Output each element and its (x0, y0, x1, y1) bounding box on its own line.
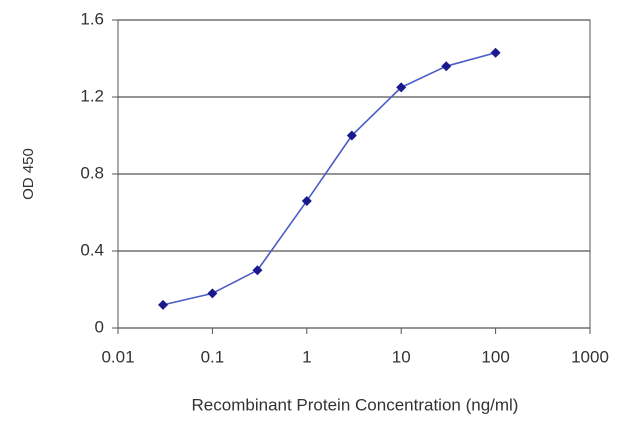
y-tick-label: 1.6 (80, 9, 104, 28)
data-point (158, 299, 169, 310)
x-tick-label: 0.1 (201, 347, 225, 366)
x-tick-label: 100 (481, 347, 509, 366)
x-tick-label: 10 (392, 347, 411, 366)
data-point (301, 195, 312, 206)
x-tick-label: 1000 (571, 347, 609, 366)
data-point (441, 61, 452, 72)
y-tick-label: 0.4 (80, 240, 104, 259)
y-tick-label: 0.8 (80, 163, 104, 182)
x-axis-label: Recombinant Protein Concentration (ng/ml… (192, 395, 519, 414)
data-point (490, 47, 501, 58)
x-tick-label: 1 (302, 347, 311, 366)
y-tick-label: 1.2 (80, 86, 104, 105)
data-point (396, 82, 407, 93)
data-point (207, 288, 218, 299)
y-tick-label: 0 (95, 317, 104, 336)
data-point (252, 265, 263, 276)
x-tick-label: 0.01 (101, 347, 134, 366)
data-line (162, 51, 496, 306)
y-axis-label: OD 450 (20, 148, 37, 200)
data-point (346, 130, 357, 141)
